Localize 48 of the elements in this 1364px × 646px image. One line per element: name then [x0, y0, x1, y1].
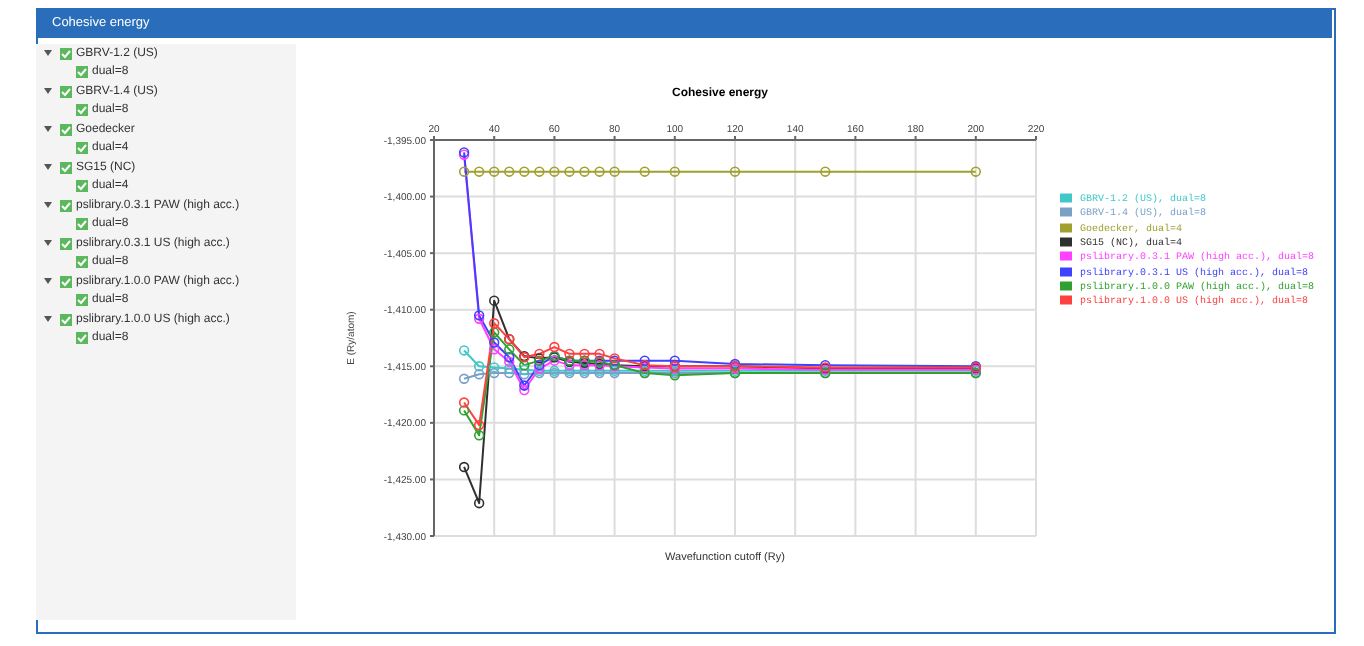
point [549, 166, 560, 177]
point [458, 397, 470, 408]
point [489, 344, 500, 355]
point [639, 355, 650, 366]
point [458, 345, 470, 356]
point [489, 367, 500, 379]
point [473, 430, 485, 441]
point [564, 166, 575, 177]
point [504, 166, 515, 177]
point [458, 461, 470, 473]
point [458, 405, 470, 416]
point [519, 166, 530, 177]
point [473, 497, 485, 509]
point [489, 166, 500, 177]
point [594, 348, 605, 360]
point [473, 419, 485, 431]
point [534, 166, 545, 177]
point [549, 341, 560, 353]
point [519, 364, 530, 375]
point [504, 344, 515, 355]
point [519, 369, 530, 380]
point [458, 373, 470, 384]
point [519, 359, 530, 371]
point [473, 166, 485, 177]
point [489, 337, 500, 348]
point [639, 166, 650, 177]
point [504, 363, 515, 374]
point [489, 362, 500, 373]
point [489, 295, 500, 306]
point [489, 327, 500, 338]
point [519, 380, 530, 391]
point [579, 166, 590, 177]
point [504, 367, 515, 379]
point [594, 166, 605, 177]
point [564, 348, 575, 360]
point [473, 361, 485, 372]
point [609, 166, 620, 177]
point [729, 166, 741, 177]
point [669, 166, 680, 177]
point [489, 318, 500, 329]
point [534, 348, 545, 360]
point [820, 166, 831, 177]
point [579, 348, 590, 360]
point [473, 369, 485, 380]
point [669, 355, 680, 366]
point [519, 384, 530, 396]
point [970, 166, 981, 177]
point [458, 166, 470, 177]
